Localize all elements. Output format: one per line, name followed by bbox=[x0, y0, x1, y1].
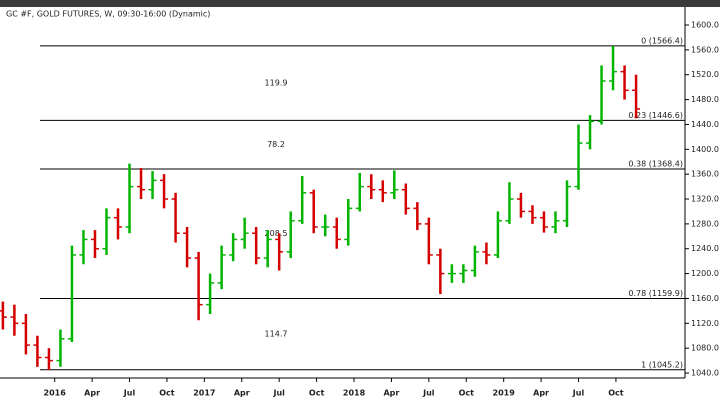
x-tick-label: Oct bbox=[309, 389, 325, 398]
fib-label: 0.23 (1446.6) bbox=[628, 111, 683, 120]
fib-label: 1 (1045.2) bbox=[641, 360, 683, 369]
chart-title: GC #F, GOLD FUTURES, W, 09:30-16:00 (Dyn… bbox=[6, 10, 210, 19]
x-tick-label: Jul bbox=[572, 389, 585, 398]
y-tick-label: 1320.0 bbox=[691, 195, 719, 204]
y-tick-label: 1560.0 bbox=[691, 45, 719, 54]
x-tick-label: Jul bbox=[272, 389, 285, 398]
x-tick-label: Apr bbox=[84, 389, 100, 398]
fib-difference: 114.7 bbox=[265, 330, 288, 339]
x-tick-label: 2019 bbox=[493, 389, 516, 398]
x-tick-label: 2016 bbox=[44, 389, 67, 398]
y-tick-label: 1080.0 bbox=[691, 344, 719, 353]
y-tick-label: 1160.0 bbox=[691, 294, 719, 303]
y-tick-label: 1480.0 bbox=[691, 95, 719, 104]
y-tick-label: 1520.0 bbox=[691, 70, 719, 79]
fib-difference: 119.9 bbox=[265, 79, 288, 88]
fib-difference: 78.2 bbox=[267, 140, 285, 149]
toolbar bbox=[0, 0, 720, 7]
y-tick-label: 1400.0 bbox=[691, 145, 719, 154]
y-tick-label: 1280.0 bbox=[691, 219, 719, 228]
fib-difference: 208.5 bbox=[265, 229, 288, 238]
x-tick-label: Oct bbox=[159, 389, 175, 398]
x-tick-label: Apr bbox=[383, 389, 399, 398]
x-tick-label: Jul bbox=[123, 389, 136, 398]
y-tick-label: 1200.0 bbox=[691, 269, 719, 278]
y-tick-label: 1040.0 bbox=[691, 369, 719, 378]
y-tick-label: 1600.0 bbox=[691, 21, 719, 30]
y-tick-label: 1440.0 bbox=[691, 120, 719, 129]
fib-label: 0.78 (1159.9) bbox=[628, 289, 683, 298]
x-tick-label: Apr bbox=[533, 389, 549, 398]
x-tick-label: 2018 bbox=[343, 389, 366, 398]
y-tick-label: 1360.0 bbox=[691, 170, 719, 179]
fib-label: 0 (1566.4) bbox=[641, 36, 683, 45]
x-tick-label: 2017 bbox=[193, 389, 215, 398]
x-tick-label: Oct bbox=[459, 389, 475, 398]
x-tick-label: Jul bbox=[422, 389, 435, 398]
x-tick-label: Oct bbox=[608, 389, 624, 398]
y-tick-label: 1240.0 bbox=[691, 244, 719, 253]
fib-label: 0.38 (1368.4) bbox=[628, 159, 683, 168]
y-tick-label: 1120.0 bbox=[691, 319, 719, 328]
x-tick-label: Apr bbox=[234, 389, 250, 398]
